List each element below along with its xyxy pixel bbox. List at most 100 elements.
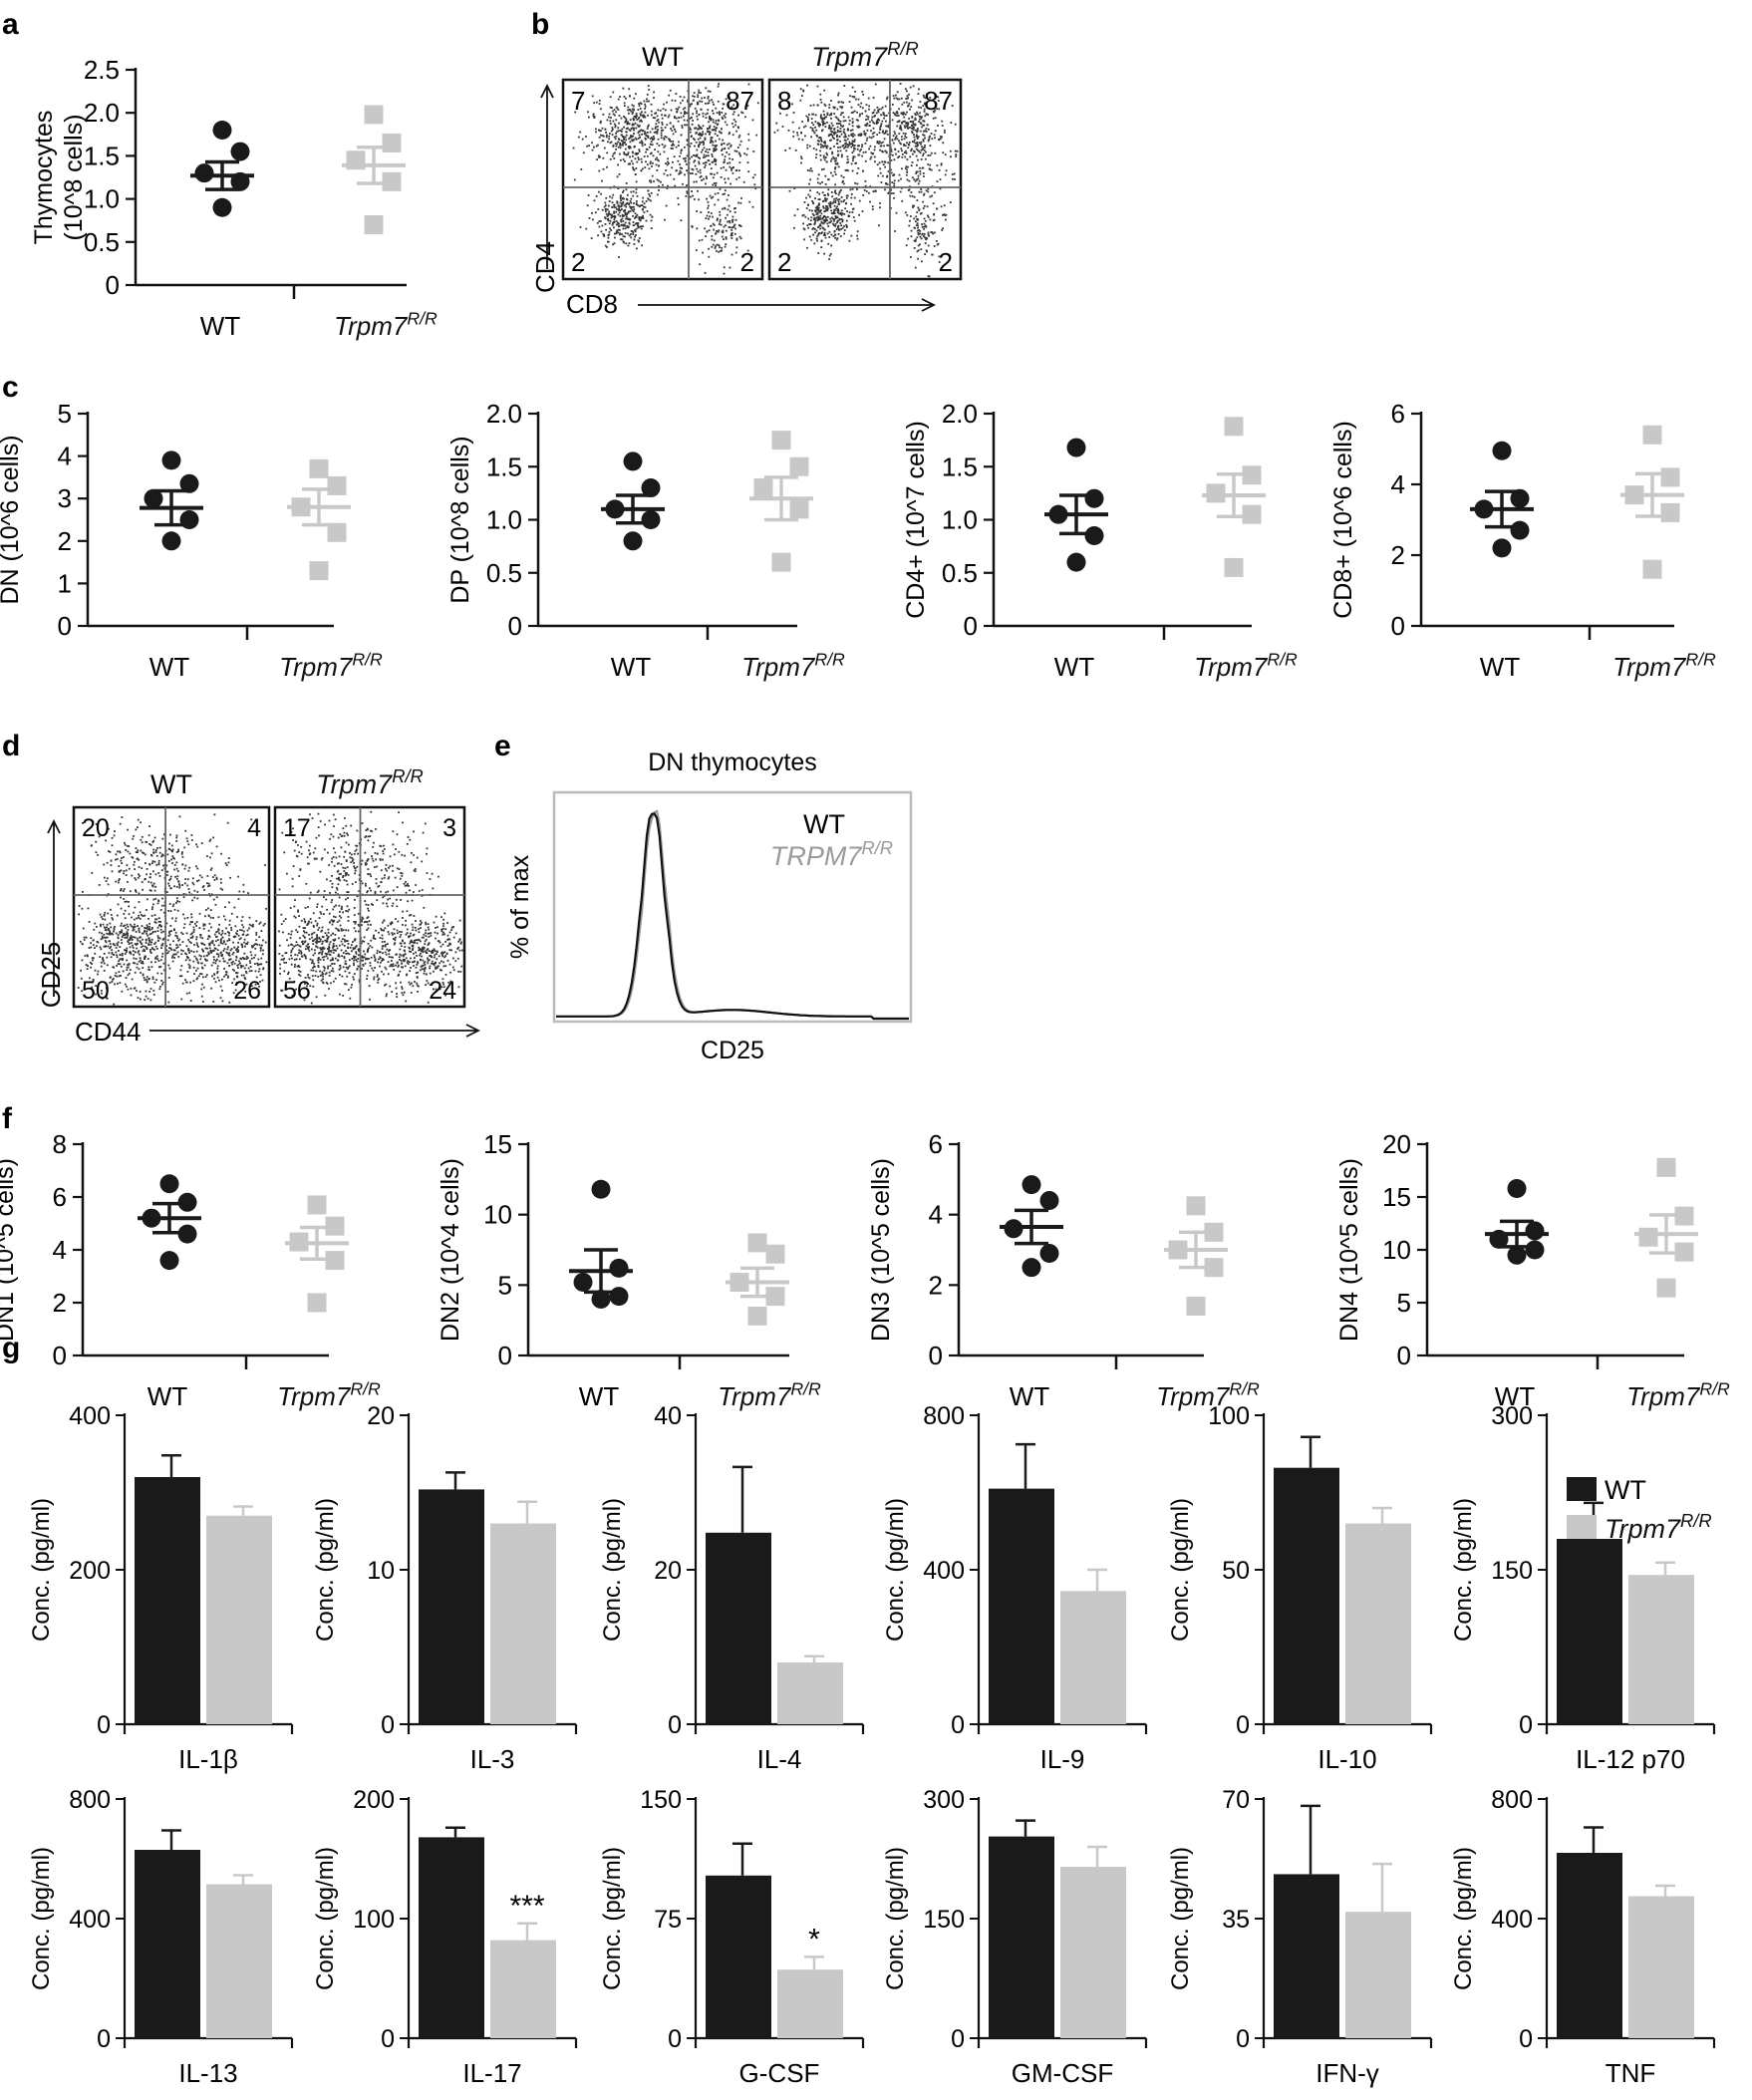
event-dot — [187, 917, 189, 919]
event-dot — [357, 866, 359, 868]
event-dot — [703, 113, 705, 115]
event-dot — [908, 144, 910, 146]
event-dot — [142, 939, 144, 941]
event-dot — [332, 909, 334, 911]
y-axis-label-units: (10^8 cells) — [60, 114, 88, 240]
event-dot — [665, 169, 667, 171]
event-dot — [661, 133, 663, 135]
event-dot — [187, 878, 189, 880]
event-dot — [955, 124, 957, 126]
event-dot — [822, 205, 824, 207]
event-dot — [700, 172, 702, 174]
event-dot — [716, 250, 718, 252]
event-dot — [128, 974, 130, 976]
event-dot — [804, 228, 806, 230]
event-dot — [168, 885, 170, 887]
event-dot — [625, 218, 627, 220]
event-dot — [863, 151, 865, 153]
event-dot — [121, 857, 123, 859]
event-dot — [82, 960, 84, 962]
event-dot — [629, 242, 631, 244]
event-dot — [149, 876, 151, 878]
event-dot — [709, 102, 711, 104]
event-dot — [922, 233, 924, 235]
event-dot — [160, 855, 162, 857]
event-dot — [375, 893, 377, 895]
event-dot — [725, 189, 727, 191]
event-dot — [166, 874, 168, 876]
event-dot — [159, 986, 161, 988]
event-dot — [139, 901, 141, 903]
event-dot — [599, 226, 601, 228]
event-dot — [218, 980, 220, 982]
event-dot — [657, 129, 659, 131]
event-dot — [920, 188, 922, 190]
event-dot — [114, 984, 116, 986]
y-tick-label: 200 — [69, 1557, 111, 1585]
event-dot — [831, 123, 833, 125]
event-dot — [646, 220, 648, 222]
event-dot — [232, 961, 234, 963]
event-dot — [821, 221, 823, 223]
event-dot — [191, 921, 193, 923]
event-dot — [709, 149, 711, 150]
event-dot — [630, 198, 632, 200]
event-dot — [873, 190, 875, 192]
event-dot — [734, 228, 736, 230]
event-dot — [711, 153, 713, 155]
event-dot — [104, 963, 106, 965]
event-dot — [630, 200, 632, 202]
event-dot — [227, 977, 229, 979]
event-dot — [224, 906, 226, 908]
event-dot — [384, 874, 386, 876]
event-dot — [196, 898, 198, 900]
event-dot — [662, 184, 664, 186]
event-dot — [675, 131, 677, 133]
y-tick-label: 0 — [97, 2025, 111, 2053]
event-dot — [632, 233, 634, 235]
event-dot — [924, 135, 926, 137]
event-dot — [818, 126, 820, 128]
event-dot — [722, 108, 724, 110]
event-dot — [425, 823, 427, 825]
event-dot — [740, 141, 742, 143]
event-dot — [813, 218, 815, 220]
event-dot — [924, 253, 926, 255]
event-dot — [162, 855, 164, 857]
event-dot — [120, 963, 122, 965]
event-dot — [638, 103, 640, 105]
event-dot — [151, 915, 153, 917]
event-dot — [166, 871, 168, 873]
event-dot — [885, 121, 887, 123]
y-tick-label: 0 — [1519, 2025, 1533, 2053]
event-dot — [91, 947, 93, 949]
event-dot — [826, 122, 828, 124]
event-dot — [932, 231, 934, 233]
event-dot — [193, 884, 195, 886]
event-dot — [916, 149, 918, 150]
event-dot — [367, 924, 369, 926]
event-dot — [850, 130, 852, 132]
event-dot — [137, 940, 139, 942]
event-dot — [658, 119, 660, 121]
event-dot — [849, 240, 851, 242]
event-dot — [106, 927, 108, 929]
event-dot — [130, 939, 132, 941]
event-dot — [921, 146, 923, 148]
event-dot — [118, 937, 120, 939]
event-dot — [156, 956, 158, 958]
event-dot — [151, 966, 153, 968]
bar-trpm7 — [1060, 1591, 1126, 1724]
event-dot — [134, 861, 136, 863]
event-dot — [600, 122, 602, 124]
event-dot — [602, 128, 604, 130]
event-dot — [99, 884, 101, 886]
event-dot — [845, 137, 847, 139]
event-dot — [213, 899, 215, 901]
event-dot — [191, 937, 193, 939]
event-dot — [619, 211, 621, 213]
event-dot — [639, 150, 641, 152]
event-dot — [819, 223, 821, 225]
event-dot — [912, 195, 914, 197]
event-dot — [249, 962, 251, 964]
